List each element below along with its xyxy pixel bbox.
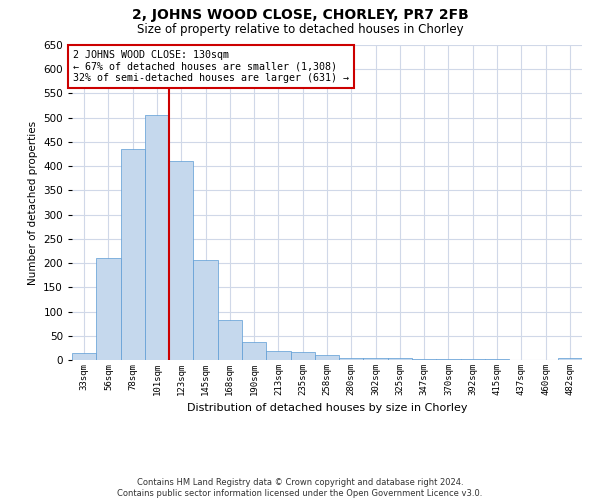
- Bar: [412, 358, 436, 360]
- X-axis label: Distribution of detached houses by size in Chorley: Distribution of detached houses by size …: [187, 404, 467, 413]
- Bar: [461, 358, 485, 360]
- Text: 2 JOHNS WOOD CLOSE: 130sqm
← 67% of detached houses are smaller (1,308)
32% of s: 2 JOHNS WOOD CLOSE: 130sqm ← 67% of deta…: [73, 50, 349, 83]
- Bar: [169, 162, 193, 360]
- Bar: [96, 258, 121, 360]
- Bar: [218, 320, 242, 360]
- Text: 2, JOHNS WOOD CLOSE, CHORLEY, PR7 2FB: 2, JOHNS WOOD CLOSE, CHORLEY, PR7 2FB: [131, 8, 469, 22]
- Bar: [290, 352, 315, 360]
- Bar: [315, 355, 339, 360]
- Bar: [436, 358, 461, 360]
- Text: Contains HM Land Registry data © Crown copyright and database right 2024.
Contai: Contains HM Land Registry data © Crown c…: [118, 478, 482, 498]
- Bar: [339, 358, 364, 360]
- Bar: [388, 358, 412, 360]
- Bar: [242, 342, 266, 360]
- Bar: [145, 116, 169, 360]
- Bar: [364, 358, 388, 360]
- Text: Size of property relative to detached houses in Chorley: Size of property relative to detached ho…: [137, 22, 463, 36]
- Bar: [121, 149, 145, 360]
- Bar: [193, 260, 218, 360]
- Bar: [266, 352, 290, 360]
- Bar: [558, 358, 582, 360]
- Y-axis label: Number of detached properties: Number of detached properties: [28, 120, 38, 284]
- Bar: [485, 358, 509, 360]
- Bar: [72, 352, 96, 360]
